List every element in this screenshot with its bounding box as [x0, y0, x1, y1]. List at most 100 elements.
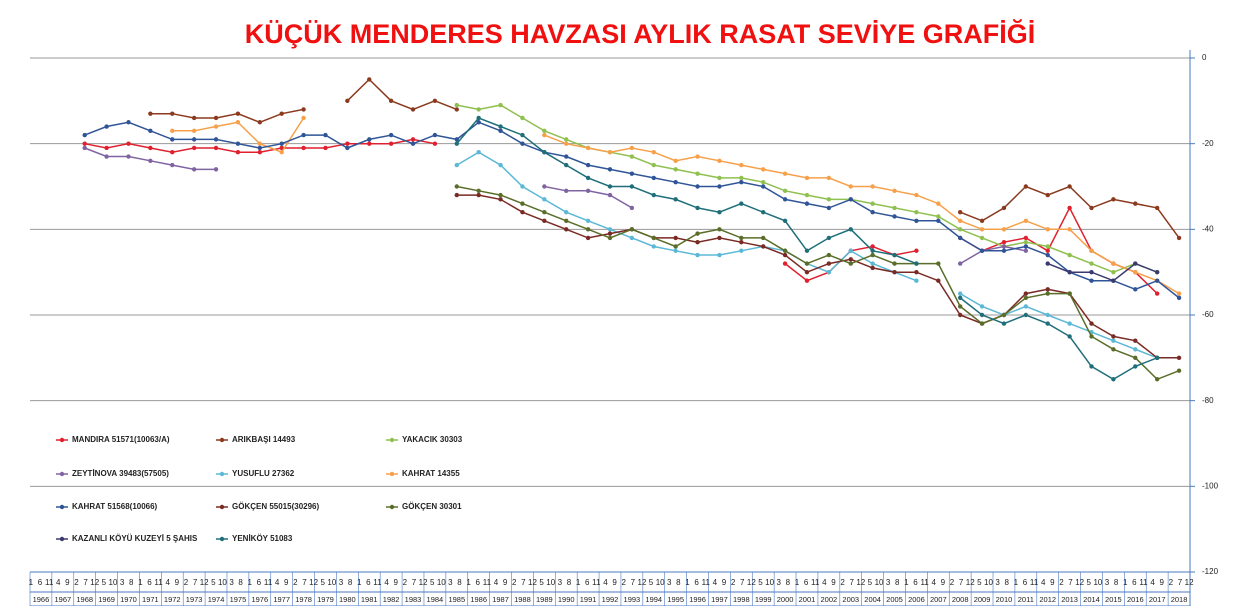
- month-tick-label: 4: [1150, 578, 1155, 587]
- legend-marker: [219, 536, 225, 542]
- series-line: [456, 185, 1180, 381]
- data-point: [1023, 239, 1029, 245]
- month-tick-label: 9: [941, 578, 946, 587]
- data-point: [1089, 269, 1094, 275]
- data-point: [782, 252, 788, 258]
- data-point: [979, 321, 985, 326]
- month-tick-label: 6: [366, 578, 371, 587]
- month-tick-label: 9: [612, 578, 617, 587]
- data-point: [1067, 334, 1072, 339]
- data-point: [892, 205, 897, 211]
- data-point: [1067, 227, 1072, 232]
- x-tick-label: 1996: [689, 595, 706, 604]
- data-point: [82, 141, 87, 146]
- data-point: [585, 162, 591, 168]
- month-tick-label: 3: [448, 578, 453, 587]
- data-point: [979, 227, 985, 232]
- data-point: [345, 141, 350, 146]
- month-tick-label: 9: [722, 578, 727, 587]
- data-point: [870, 184, 875, 189]
- month-tick-label: 7: [521, 578, 526, 587]
- data-point: [585, 175, 591, 181]
- data-point: [301, 115, 306, 121]
- data-point: [1154, 377, 1160, 382]
- legend-marker: [59, 471, 65, 477]
- x-tick-label: 2018: [1171, 595, 1188, 604]
- data-point: [410, 137, 416, 142]
- x-tick-label: 1975: [230, 595, 247, 604]
- month-tick-label: 10: [765, 578, 774, 587]
- data-point: [1023, 312, 1029, 318]
- legend-marker: [389, 437, 395, 443]
- month-tick-label: 3: [1105, 578, 1110, 587]
- month-tick-label: 1: [29, 578, 34, 587]
- chart-title: KÜÇÜK MENDERES HAVZASI AYLIK RASAT SEVİY…: [245, 18, 1036, 49]
- data-point: [695, 171, 700, 176]
- month-tick-label: 10: [875, 578, 884, 587]
- month-tick-label: 12: [90, 578, 99, 587]
- data-point: [1023, 184, 1029, 189]
- data-point: [170, 162, 175, 168]
- data-point: [761, 244, 766, 249]
- data-point: [1154, 355, 1160, 361]
- data-point: [914, 261, 919, 266]
- data-point: [870, 265, 875, 271]
- x-tick-label: 2014: [1083, 595, 1100, 604]
- x-tick-label: 1991: [580, 595, 597, 604]
- data-point: [629, 154, 635, 159]
- data-point: [235, 141, 241, 146]
- month-tick-label: 4: [494, 578, 499, 587]
- month-tick-label: 11: [45, 578, 54, 587]
- month-tick-label: 5: [321, 578, 326, 587]
- month-tick-label: 3: [558, 578, 563, 587]
- x-tick-label: 1999: [755, 595, 772, 604]
- data-point: [651, 150, 656, 155]
- data-point: [498, 197, 503, 202]
- data-point: [1133, 347, 1138, 352]
- data-point: [432, 132, 438, 138]
- month-tick-label: 5: [1087, 578, 1092, 587]
- x-tick-label: 1986: [470, 595, 487, 604]
- month-tick-label: 5: [430, 578, 435, 587]
- x-tick-label: 2003: [842, 595, 859, 604]
- x-tick-label: 1985: [448, 595, 465, 604]
- month-tick-label: 4: [56, 578, 61, 587]
- data-point: [1133, 269, 1138, 275]
- data-point: [957, 291, 963, 296]
- data-point: [826, 269, 832, 275]
- month-tick-label: 3: [339, 578, 344, 587]
- x-tick-label: 1983: [405, 595, 422, 604]
- data-point: [717, 227, 722, 232]
- month-tick-label: 2: [184, 578, 189, 587]
- x-tick-label: 2015: [1105, 595, 1122, 604]
- legend-label: GÖKÇEN 55015(30296): [232, 502, 319, 511]
- month-tick-label: 2: [403, 578, 408, 587]
- data-point: [367, 141, 372, 146]
- data-point: [388, 98, 394, 104]
- data-point: [126, 120, 131, 125]
- data-point: [585, 145, 591, 151]
- data-point: [848, 197, 853, 202]
- data-point: [542, 150, 547, 155]
- data-point: [542, 184, 547, 189]
- month-tick-label: 1: [576, 578, 581, 587]
- x-tick-label: 2000: [777, 595, 794, 604]
- data-point: [979, 304, 985, 309]
- data-point: [148, 158, 153, 163]
- data-point: [1023, 295, 1029, 301]
- data-point: [1111, 261, 1116, 266]
- data-point: [1133, 338, 1138, 343]
- data-point: [1133, 355, 1138, 361]
- data-point: [739, 239, 744, 245]
- month-tick-label: 5: [539, 578, 544, 587]
- data-point: [826, 175, 832, 181]
- data-point: [826, 261, 832, 266]
- data-point: [1067, 269, 1072, 275]
- month-tick-label: 10: [1093, 578, 1102, 587]
- month-tick-label: 3: [776, 578, 781, 587]
- data-point: [104, 145, 109, 151]
- month-tick-label: 2: [74, 578, 79, 587]
- data-point: [1023, 248, 1029, 253]
- data-point: [1045, 227, 1050, 232]
